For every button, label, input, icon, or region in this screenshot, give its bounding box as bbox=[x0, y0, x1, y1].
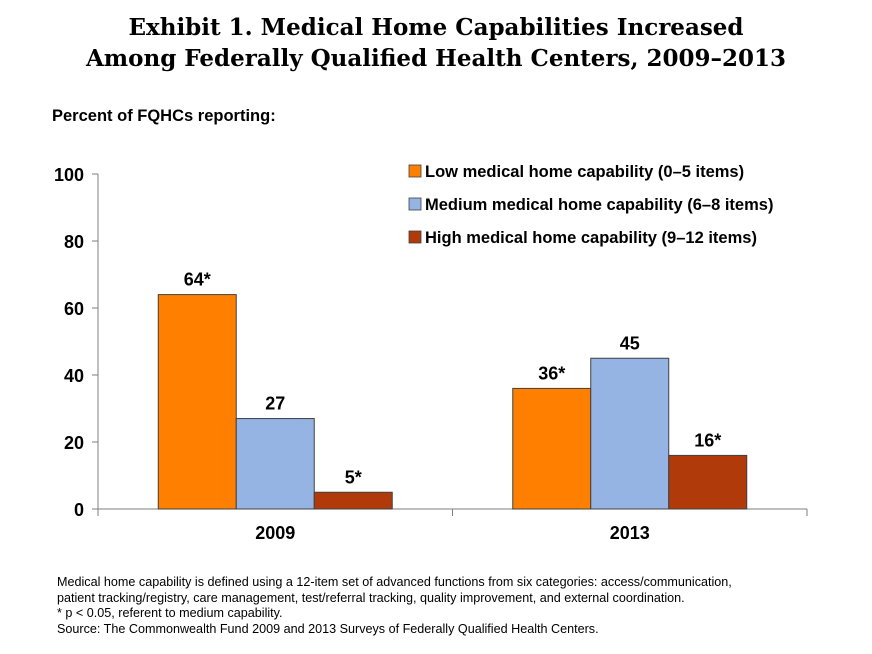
y-tick-label: 40 bbox=[64, 366, 84, 386]
footnote-source: Source: The Commonwealth Fund 2009 and 2… bbox=[57, 621, 599, 636]
bar bbox=[235, 418, 315, 510]
footnote-definition-2: patient tracking/registry, care manageme… bbox=[57, 590, 685, 605]
y-tick-label: 20 bbox=[64, 433, 84, 453]
data-label: 16* bbox=[694, 430, 721, 450]
data-label: 5* bbox=[345, 467, 362, 487]
legend-label: High medical home capability (9–12 items… bbox=[425, 229, 757, 247]
y-tick-label: 100 bbox=[54, 165, 84, 185]
footnote-significance: * p < 0.05, referent to medium capabilit… bbox=[57, 606, 283, 621]
title-line-1: Exhibit 1. Medical Home Capabilities Inc… bbox=[128, 14, 744, 41]
legend-swatch bbox=[408, 197, 422, 211]
bar bbox=[157, 294, 237, 510]
legend-swatch bbox=[408, 164, 422, 178]
title-line-2: Among Federally Qualified Health Centers… bbox=[85, 45, 787, 72]
x-tick-label: 2013 bbox=[610, 523, 650, 543]
footnotes: Medical home capability is defined using… bbox=[57, 575, 847, 637]
x-tick-label: 2009 bbox=[255, 523, 295, 543]
legend-label: Low medical home capability (0–5 items) bbox=[425, 163, 744, 181]
bar bbox=[668, 454, 748, 510]
y-axis-title: Percent of FQHCs reporting: bbox=[52, 107, 276, 125]
data-label: 64* bbox=[184, 270, 211, 290]
data-label: 36* bbox=[538, 363, 565, 383]
y-tick-label: 60 bbox=[64, 299, 84, 319]
chart-title: Exhibit 1. Medical Home Capabilities Inc… bbox=[0, 12, 872, 74]
data-label: 27 bbox=[265, 394, 285, 414]
y-tick-label: 80 bbox=[64, 232, 84, 252]
data-label: 45 bbox=[620, 333, 640, 353]
bar bbox=[512, 387, 592, 510]
bar bbox=[313, 491, 393, 510]
y-tick-label: 0 bbox=[74, 500, 84, 520]
bar bbox=[590, 357, 670, 510]
footnote-definition-1: Medical home capability is defined using… bbox=[57, 575, 732, 589]
legend-swatch bbox=[408, 230, 422, 244]
legend-label: Medium medical home capability (6–8 item… bbox=[425, 196, 773, 214]
